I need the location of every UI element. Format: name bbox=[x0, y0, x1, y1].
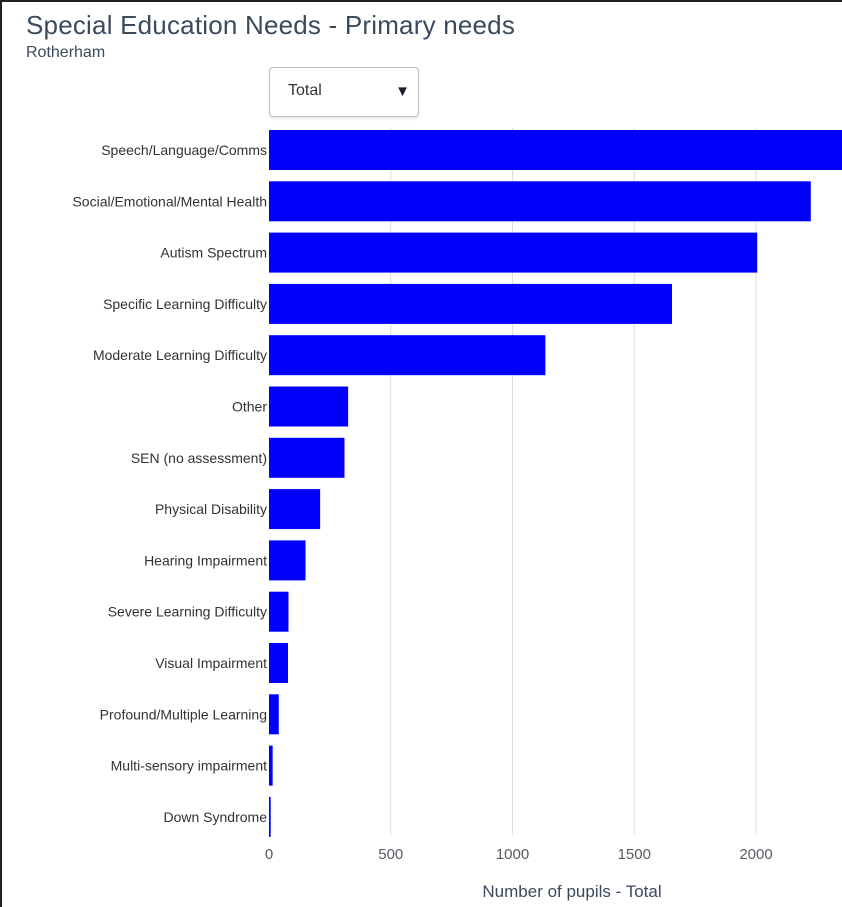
x-tick-label: 0 bbox=[265, 846, 273, 863]
x-tick-labels: 0 500 1000 1500 2000 bbox=[265, 846, 773, 863]
category-label: Moderate Learning Difficulty bbox=[93, 347, 267, 363]
category-label: Autism Spectrum bbox=[160, 245, 267, 261]
category-label: Specific Learning Difficulty bbox=[103, 296, 267, 312]
category-label: Hearing Impairment bbox=[144, 552, 267, 568]
category-label: Severe Learning Difficulty bbox=[108, 604, 267, 620]
bar-severe-learning-difficulty[interactable] bbox=[269, 592, 288, 632]
category-label: Speech/Language/Comms bbox=[101, 142, 267, 158]
bar-social-emotional-mental-health[interactable] bbox=[269, 181, 811, 221]
x-tick-label: 500 bbox=[378, 846, 403, 863]
bar-sen-no-assessment[interactable] bbox=[269, 438, 344, 478]
category-label: Multi-sensory impairment bbox=[111, 758, 267, 774]
bar-multi-sensory-impairment[interactable] bbox=[269, 746, 273, 786]
category-label: SEN (no assessment) bbox=[131, 450, 267, 466]
category-label: Physical Disability bbox=[155, 501, 267, 517]
category-label: Profound/Multiple Learning bbox=[100, 706, 267, 722]
x-tick-label: 1000 bbox=[496, 846, 529, 863]
bar-hearing-impairment[interactable] bbox=[269, 540, 306, 580]
x-axis-label: Number of pupils - Total bbox=[482, 882, 661, 901]
category-label: Social/Emotional/Mental Health bbox=[72, 193, 267, 209]
x-tick-label: 2000 bbox=[739, 846, 772, 863]
bar-down-syndrome[interactable] bbox=[269, 797, 271, 837]
category-labels: Speech/Language/Comms Social/Emotional/Me… bbox=[72, 142, 267, 825]
bar-speech-language-comms[interactable] bbox=[269, 130, 842, 170]
bar-specific-learning-difficulty[interactable] bbox=[269, 284, 672, 324]
bar-visual-impairment[interactable] bbox=[269, 643, 288, 683]
bar-profound-multiple-learning[interactable] bbox=[269, 694, 279, 734]
bar-other[interactable] bbox=[269, 387, 348, 427]
bar-physical-disability[interactable] bbox=[269, 489, 320, 529]
bar-moderate-learning-difficulty[interactable] bbox=[269, 335, 545, 375]
category-label: Down Syndrome bbox=[164, 809, 268, 825]
category-label: Visual Impairment bbox=[155, 655, 267, 671]
bar-autism-spectrum[interactable] bbox=[269, 233, 757, 273]
x-tick-label: 1500 bbox=[618, 846, 651, 863]
category-label: Other bbox=[232, 399, 267, 415]
